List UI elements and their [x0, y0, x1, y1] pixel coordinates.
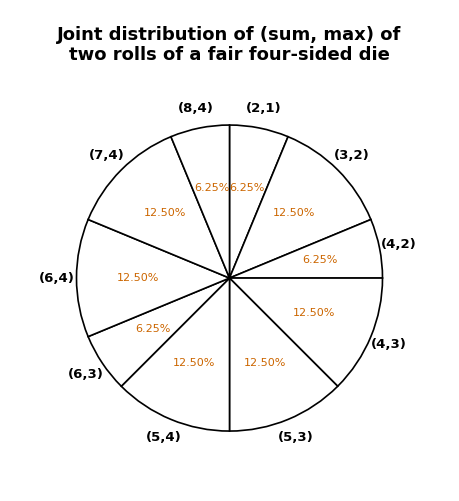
Wedge shape [88, 137, 230, 278]
Text: (4,2): (4,2) [381, 238, 417, 251]
Wedge shape [77, 219, 230, 337]
Text: (2,1): (2,1) [246, 102, 281, 115]
Text: (6,3): (6,3) [68, 368, 104, 381]
Wedge shape [230, 278, 338, 431]
Text: (8,4): (8,4) [178, 102, 214, 115]
Text: (4,3): (4,3) [371, 338, 407, 351]
Wedge shape [230, 137, 371, 278]
Text: (7,4): (7,4) [90, 149, 125, 162]
Title: Joint distribution of (sum, max) of
two rolls of a fair four-sided die: Joint distribution of (sum, max) of two … [57, 26, 402, 65]
Text: 12.50%: 12.50% [173, 358, 216, 368]
Text: 6.25%: 6.25% [230, 183, 265, 193]
Text: 12.50%: 12.50% [273, 208, 316, 218]
Text: 6.25%: 6.25% [135, 324, 171, 334]
Wedge shape [230, 219, 382, 278]
Wedge shape [88, 278, 230, 386]
Text: 6.25%: 6.25% [194, 183, 230, 193]
Text: (3,2): (3,2) [334, 149, 369, 162]
Wedge shape [121, 278, 230, 431]
Text: (5,3): (5,3) [278, 431, 313, 444]
Text: 12.50%: 12.50% [143, 208, 186, 218]
Text: (5,4): (5,4) [146, 431, 181, 444]
Wedge shape [230, 125, 288, 278]
Text: 12.50%: 12.50% [117, 273, 159, 283]
Text: 12.50%: 12.50% [293, 308, 336, 318]
Text: 12.50%: 12.50% [243, 358, 286, 368]
Text: (6,4): (6,4) [39, 272, 74, 285]
Wedge shape [171, 125, 230, 278]
Wedge shape [230, 278, 382, 386]
Text: 6.25%: 6.25% [302, 255, 337, 265]
